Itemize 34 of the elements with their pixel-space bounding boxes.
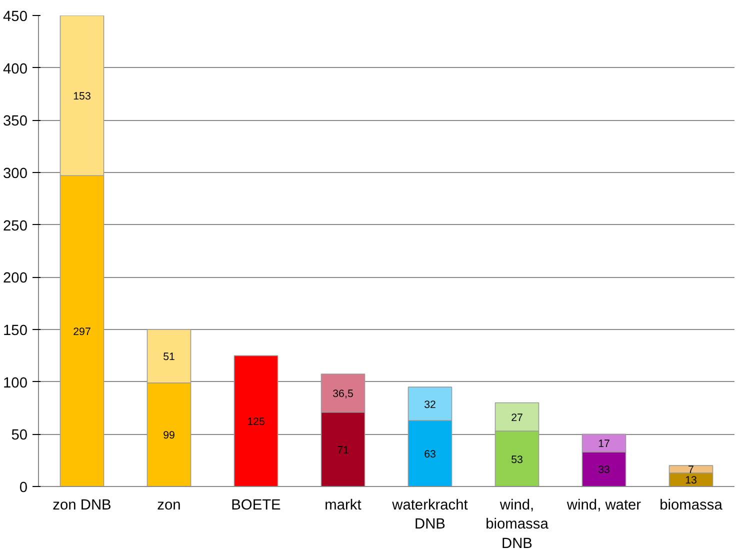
y-tick-label: 100 [3,375,28,392]
x-tick-label: zon DNB [52,498,112,514]
y-tick-label: 350 [3,114,28,130]
y-tick-label: 450 [3,9,28,25]
data-label: 71 [337,444,349,456]
y-tick-label: 0 [19,480,28,496]
x-tick-label: wind, water [566,498,642,514]
bar [234,355,278,486]
x-tick-label: markt [324,498,362,514]
y-tick-label: 250 [3,218,28,234]
data-label: 17 [598,438,610,450]
y-tick-label: 50 [11,428,28,444]
x-tick-label: wind, biomassa DNB [486,498,550,552]
x-tick-label: zon [157,498,181,514]
x-tick-label: waterkracht DNB [391,498,468,533]
x-tick-label: BOETE [231,498,282,514]
data-label: 36,5 [332,388,354,400]
data-label: 13 [685,474,697,487]
data-label: 99 [163,430,175,442]
data-label: 297 [73,326,91,338]
data-label: 51 [163,351,175,364]
y-tick-label: 200 [3,270,28,287]
data-label: 27 [511,412,523,424]
data-label: 7 [688,464,694,476]
y-tick-label: 400 [3,61,28,78]
data-label: 63 [424,448,436,461]
data-label: 32 [424,398,436,411]
data-label: 33 [598,464,610,476]
x-tick-label: biomassa [660,498,724,514]
data-label: 125 [247,416,265,428]
y-tick-label: 150 [3,323,28,339]
y-tick-label: 300 [3,166,28,182]
data-label: 153 [73,90,91,103]
data-label: 53 [511,454,523,466]
